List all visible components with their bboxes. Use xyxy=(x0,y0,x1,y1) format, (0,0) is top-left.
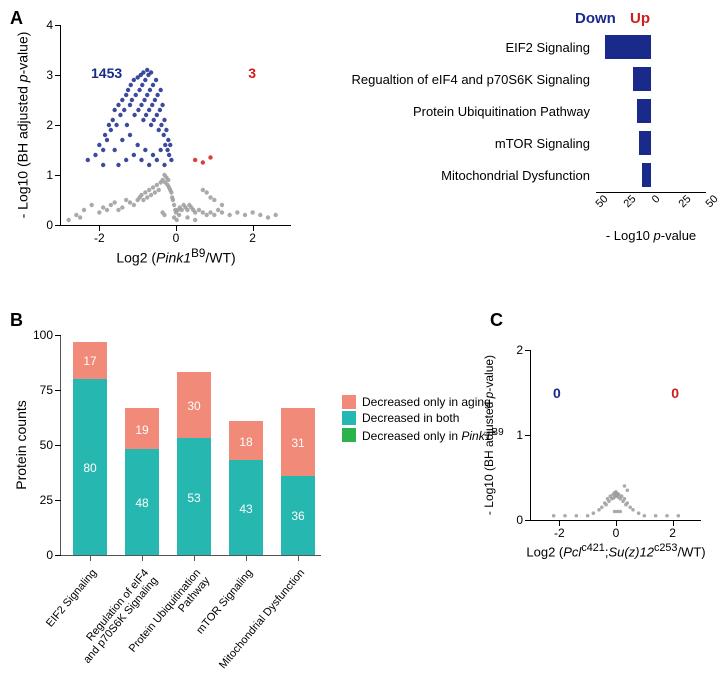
pathway-row: mTOR Signaling xyxy=(335,128,710,158)
legend-swatch-both xyxy=(342,411,356,425)
axis-tick-label: 25 xyxy=(621,193,638,210)
axis-tick-label: 50 xyxy=(593,193,610,210)
pathway-label: Regualtion of eIF4 and p70S6K Signaling xyxy=(335,72,596,87)
axis-tick-label: 50 xyxy=(40,438,53,452)
panel-c-label: C xyxy=(490,310,503,331)
axis-tick-label: 0 xyxy=(650,193,663,206)
panel-b-bar-chart: 0 25 50 75 100 Protein counts 8017481953… xyxy=(60,335,321,556)
axis-tick-label: 25 xyxy=(676,193,693,210)
panel-c-y-axis-title: - Log10 (BH adjusted p-value) xyxy=(482,355,496,515)
axis-tick-label: 0 xyxy=(613,526,620,540)
axis-tick-label: 1 xyxy=(516,428,523,442)
panel-a-x-axis-title: Log2 (Pink1B9/WT) xyxy=(116,247,235,266)
panel-a-y-axis-title: - Log10 (BH adjusted p-value) xyxy=(14,32,30,219)
panel-c-x-axis-title: Log2 (Pclc421;Su(z)12c253/WT) xyxy=(526,542,705,559)
axis-tick-label: -2 xyxy=(554,526,565,540)
panel-b-y-axis-title: Protein counts xyxy=(13,400,29,490)
axis-tick-label: 3 xyxy=(46,68,53,82)
axis-tick-label: 0 xyxy=(46,548,53,562)
panel-a-up-count: 3 xyxy=(248,65,256,81)
axis-tick-label: 4 xyxy=(46,18,53,32)
axis-tick-label: 0 xyxy=(46,218,53,232)
axis-tick-label: 25 xyxy=(40,493,53,507)
axis-tick-label: 0 xyxy=(516,513,523,527)
panel-c-scatter-svg xyxy=(531,350,701,520)
panel-a-label: A xyxy=(10,8,23,29)
pathway-bar xyxy=(639,131,651,155)
pathway-row: Regualtion of eIF4 and p70S6K Signaling xyxy=(335,64,710,94)
legend-label: Decreased only in aging xyxy=(362,395,491,409)
stacked-bar: 4819 xyxy=(125,408,159,555)
axis-tick-label: 75 xyxy=(40,383,53,397)
panel-c-up-count: 0 xyxy=(671,385,679,401)
axis-tick-label: 2 xyxy=(516,343,523,357)
pathway-rows-container: EIF2 Signaling Regualtion of eIF4 and p70… xyxy=(335,32,710,190)
axis-tick-label: 2 xyxy=(669,526,676,540)
axis-tick-label: 2 xyxy=(46,118,53,132)
pathway-row: EIF2 Signaling xyxy=(335,32,710,62)
pathway-label: mTOR Signaling xyxy=(335,136,596,151)
pathway-header-down: Down xyxy=(575,10,616,27)
pathway-x-axis: 50 25 0 25 50 xyxy=(596,192,706,223)
panel-a-pathway-bars: Down Up EIF2 Signaling Regualtion of eIF4… xyxy=(335,10,710,260)
stacked-bar: 3631 xyxy=(281,408,315,555)
stacked-bar: 5330 xyxy=(177,372,211,555)
panel-b-legend: Decreased only in aging Decreased in bot… xyxy=(342,395,504,445)
legend-item: Decreased only in aging xyxy=(342,395,504,409)
pathway-bar xyxy=(642,163,651,187)
pathway-x-axis-title: - Log10 p-value xyxy=(596,228,706,243)
stacked-bar: 4318 xyxy=(229,421,263,555)
axis-tick-label: 2 xyxy=(249,231,256,245)
pathway-label: Protein Ubiquitination Pathway xyxy=(335,104,596,119)
axis-tick-label: 0 xyxy=(173,231,180,245)
panel-a-scatter-svg xyxy=(61,25,291,225)
legend-label: Decreased in both xyxy=(362,411,459,425)
axis-tick-label: 1 xyxy=(46,168,53,182)
legend-swatch-aging xyxy=(342,395,356,409)
axis-tick-label: -2 xyxy=(94,231,105,245)
panel-a-volcano-plot: 1453 3 -2 0 2 0 1 2 3 4 Log2 (Pink1B9/WT… xyxy=(60,25,291,226)
panel-b-category-label: Mitochondrial Dysfunction xyxy=(208,567,307,682)
pathway-bar xyxy=(637,99,651,123)
panel-c-volcano-plot: 0 0 -2 0 2 0 1 2 Log2 (Pclc421;Su(z)12c2… xyxy=(530,350,701,521)
pathway-label: EIF2 Signaling xyxy=(335,40,596,55)
pathway-bar xyxy=(605,35,651,59)
axis-tick-label: 100 xyxy=(33,328,53,342)
pathway-row: Mitochondrial Dysfunction xyxy=(335,160,710,190)
legend-swatch-pink1 xyxy=(342,428,356,442)
pathway-row: Protein Ubiquitination Pathway xyxy=(335,96,710,126)
panel-b-label: B xyxy=(10,310,23,331)
stacked-bar: 8017 xyxy=(73,342,107,555)
pathway-bar xyxy=(633,67,651,91)
pathway-label: Mitochondrial Dysfunction xyxy=(335,168,596,183)
pathway-header-up: Up xyxy=(630,10,650,27)
legend-item: Decreased in both xyxy=(342,411,504,425)
axis-tick-label: 50 xyxy=(703,193,720,210)
panel-a-down-count: 1453 xyxy=(91,65,122,81)
legend-item: Decreased only in Pink1B9 xyxy=(342,427,504,443)
panel-c-down-count: 0 xyxy=(553,385,561,401)
figure-root: A 1453 3 -2 0 2 0 1 2 3 4 Log2 (Pink1B9/… xyxy=(0,0,720,673)
